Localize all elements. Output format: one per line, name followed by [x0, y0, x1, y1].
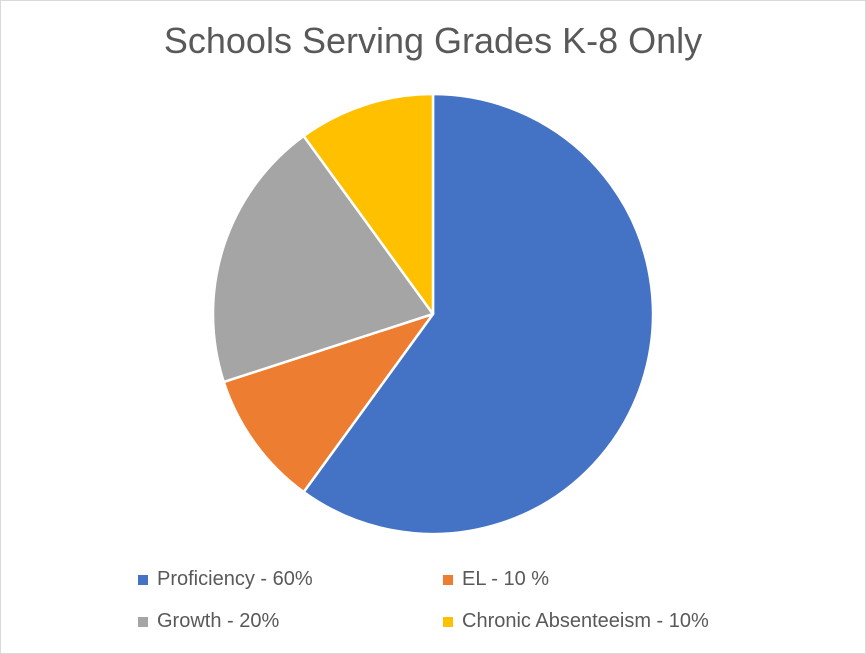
legend-swatch-proficiency — [138, 574, 148, 585]
legend-swatch-chronic-absenteeism — [443, 616, 453, 627]
legend-swatch-el — [443, 574, 453, 585]
pie-slice-chronic-absenteeism — [302, 92, 435, 316]
pie-slice-growth — [211, 134, 435, 384]
legend-item-chronic-absenteeism: Chronic Absenteeism - 10% — [443, 610, 709, 633]
legend-item-growth: Growth - 20% — [138, 610, 279, 633]
pie-slice-el — [222, 312, 435, 494]
pie-slice-proficiency — [302, 92, 655, 536]
legend-label-el: EL - 10 % — [462, 568, 550, 590]
legend-label-chronic-absenteeism: Chronic Absenteeism - 10% — [462, 610, 709, 632]
legend-label-proficiency: Proficiency - 60% — [157, 568, 313, 590]
legend-swatch-growth — [138, 616, 148, 627]
legend-item-proficiency: Proficiency - 60% — [138, 568, 313, 591]
chart-title: Schools Serving Grades K-8 Only — [163, 20, 703, 61]
legend-item-el: EL - 10 % — [443, 568, 549, 591]
legend-label-growth: Growth - 20% — [157, 610, 280, 632]
